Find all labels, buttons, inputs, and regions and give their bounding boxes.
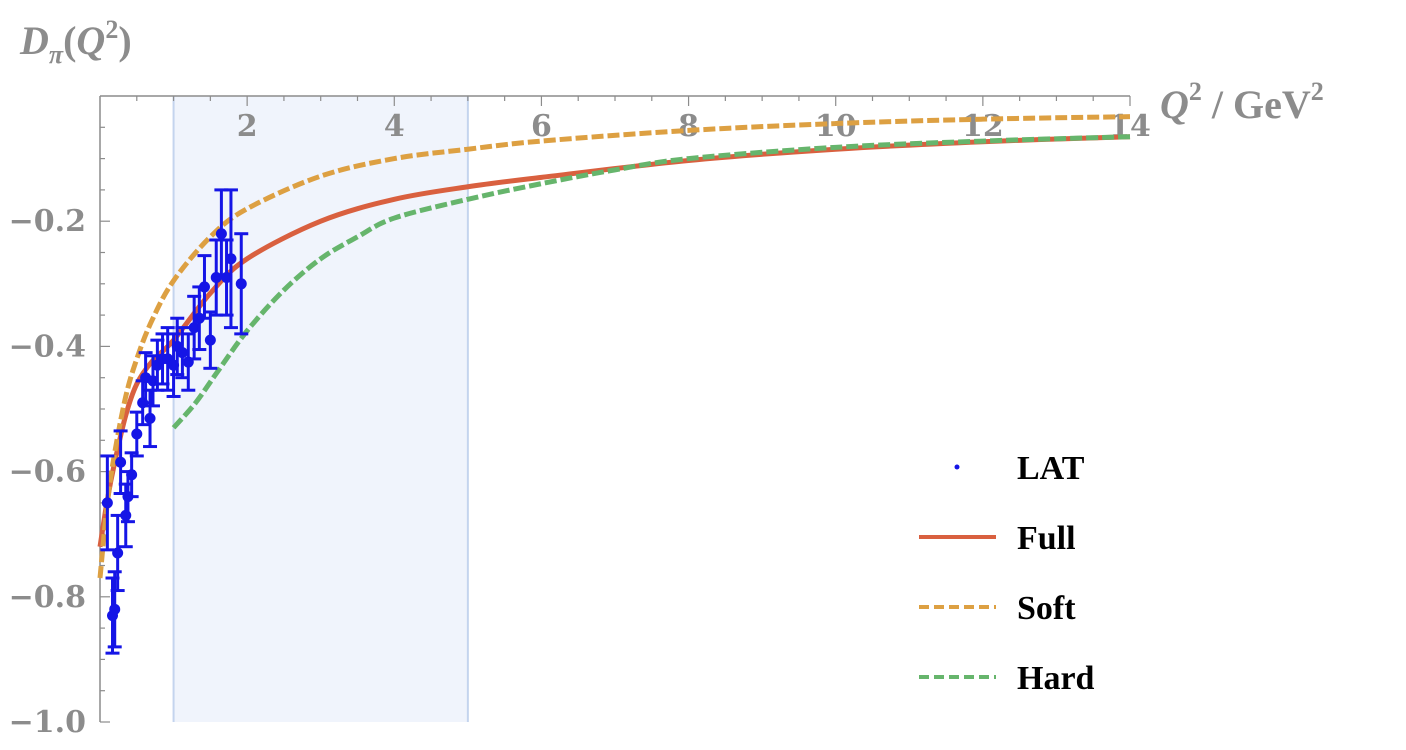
legend-swatch-lat: [954, 464, 960, 470]
legend-label-hard: Hard: [1017, 660, 1095, 697]
lat-data-point: [109, 603, 121, 615]
lat-data-point: [115, 456, 127, 468]
y-tick-label: −0.8: [9, 580, 86, 615]
x-tick-label: 8: [678, 109, 699, 144]
x-axis-label: Q2 / GeV2: [1160, 77, 1324, 127]
lat-data-point: [112, 547, 124, 559]
lat-data-point: [215, 228, 227, 240]
x-tick-label: 4: [384, 109, 405, 144]
legend-label-lat: LAT: [1017, 450, 1085, 487]
lat-data-point: [126, 469, 138, 481]
x-tick-label: 2: [237, 109, 258, 144]
legend-entry-hard: Hard: [919, 660, 1095, 697]
legend-entry-lat: LAT: [954, 450, 1085, 487]
lat-data-point: [101, 497, 113, 509]
y-axis-label: Dπ(Q2): [19, 15, 132, 69]
series-line-hard: [171, 134, 1131, 430]
legend-label-full: Full: [1017, 520, 1076, 557]
lat-data-point: [204, 334, 216, 346]
lat-data-point: [221, 272, 233, 284]
legend-entry-full: Full: [919, 520, 1076, 557]
lat-data-point: [120, 509, 132, 521]
lat-data-point: [198, 281, 210, 293]
legend: LAT Full Soft Hard: [919, 450, 1095, 697]
lat-data-point: [144, 412, 156, 424]
legend-label-soft: Soft: [1017, 590, 1076, 627]
lat-data-point: [235, 278, 247, 290]
axes-layer: 2 4 6 8 10 12 14−0.2−0.4−0.6−0.8−1.0: [9, 95, 1151, 740]
lat-data-point: [131, 428, 143, 440]
lat-points-layer: [100, 188, 249, 655]
lat-data-point: [188, 322, 200, 334]
x-tick-label: 6: [531, 109, 552, 144]
y-tick-label: −0.2: [9, 204, 86, 239]
legend-entry-soft: Soft: [919, 590, 1076, 627]
lat-data-point: [225, 253, 237, 265]
y-tick-label: −0.6: [9, 455, 86, 490]
series-layer: [97, 114, 1131, 579]
y-tick-label: −1.0: [9, 705, 86, 740]
series-line-soft: [97, 114, 1131, 579]
lat-data-point: [176, 347, 188, 359]
y-tick-label: −0.4: [9, 329, 86, 364]
